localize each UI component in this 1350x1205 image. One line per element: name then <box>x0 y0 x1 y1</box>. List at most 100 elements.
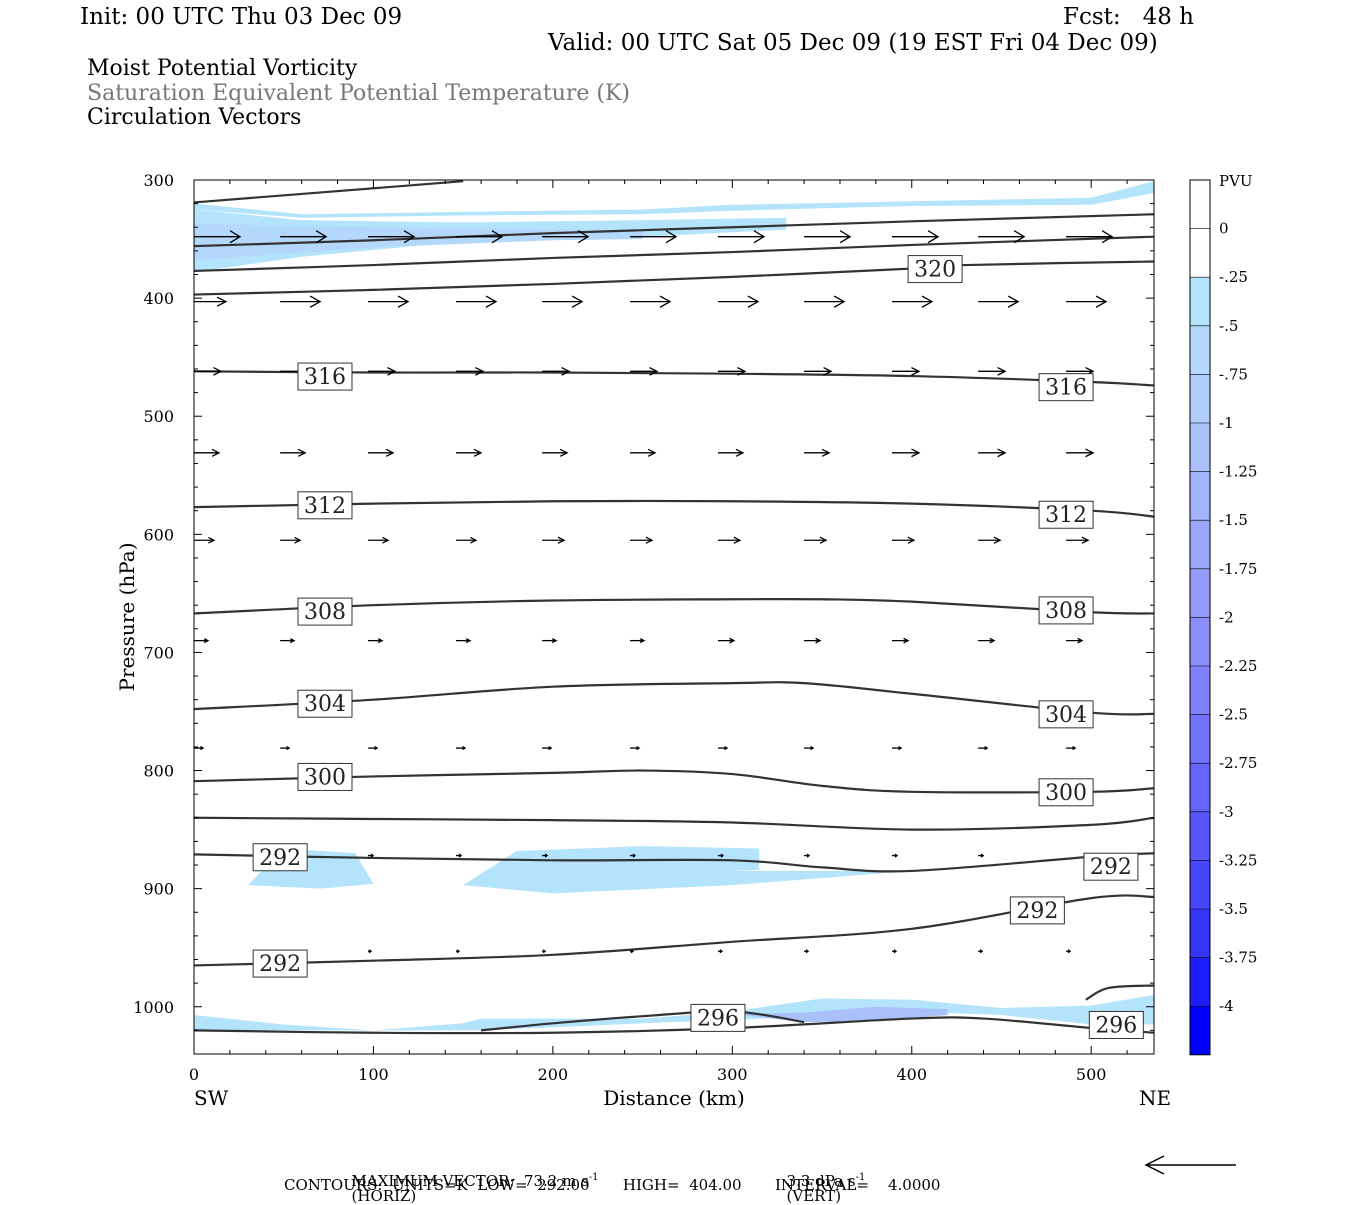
colorbar-cell-7 <box>1190 520 1210 569</box>
svg-text:292: 292 <box>259 952 301 977</box>
circulation-vector-5-7 <box>804 637 822 644</box>
field-title-theta-es: Saturation Equivalent Potential Temperat… <box>87 81 630 106</box>
contour-label-7: 304 <box>1038 700 1094 729</box>
circulation-vector-7-2 <box>542 853 549 858</box>
contour-label-1: 316 <box>1038 373 1094 402</box>
circulation-vector-8-3 <box>630 949 635 954</box>
x-tick-label-400: 400 <box>896 1065 927 1084</box>
circulation-vector-0-2 <box>368 230 416 244</box>
circulation-vector-4-1 <box>280 536 302 544</box>
x-tick-label-100: 100 <box>358 1065 389 1084</box>
theta-es-contour-7 <box>194 681 1154 716</box>
colorbar-label-7: -1.75 <box>1219 560 1257 578</box>
colorbar-label-2: -.5 <box>1219 317 1238 335</box>
y-tick-label-500: 500 <box>143 407 174 426</box>
max-vector-text: MAXIMUM VECTOR: 73.2 m s <box>351 1172 589 1190</box>
circulation-vector-5-1 <box>280 638 296 644</box>
svg-text:316: 316 <box>1045 376 1087 401</box>
pv-region-1 <box>194 209 787 273</box>
svg-text:292: 292 <box>259 846 301 871</box>
circulation-vector-0-9 <box>978 230 1026 244</box>
colorbar-label-1: -.25 <box>1219 268 1248 286</box>
vert-exponent: -1 <box>855 1172 866 1183</box>
circulation-vector-8-8 <box>1066 949 1072 954</box>
circulation-vector-5-10 <box>1066 637 1084 644</box>
circulation-vector-4-9 <box>978 536 1002 544</box>
colorbar-label-5: -1.25 <box>1219 463 1257 481</box>
svg-text:292: 292 <box>1016 899 1058 924</box>
colorbar-cell-15 <box>1190 909 1210 958</box>
circulation-vector-0-7 <box>804 230 852 244</box>
circulation-vector-8-1 <box>455 949 461 954</box>
pv-region-5 <box>194 994 1154 1031</box>
colorbar-unit: PVU <box>1219 172 1253 190</box>
circulation-vector-5-4 <box>542 638 558 644</box>
contour-label-5: 308 <box>1038 596 1094 625</box>
circulation-vector-7-1 <box>455 853 463 858</box>
colorbar-cell-13 <box>1190 811 1210 861</box>
circulation-vector-1-0 <box>194 296 228 307</box>
y-tick-label-700: 700 <box>143 643 174 662</box>
circulation-vector-8-5 <box>804 949 810 954</box>
circulation-vector-6-8 <box>892 746 903 751</box>
colorbar-label-10: -2.5 <box>1219 706 1248 724</box>
theta-es-contour-0 <box>194 180 464 204</box>
circulation-vector-0-4 <box>542 230 590 244</box>
circulation-vector-2-6 <box>717 366 747 376</box>
colorbar-label-3: -.75 <box>1219 365 1248 383</box>
colorbar-cell-17 <box>1190 1006 1210 1055</box>
circulation-vector-4-3 <box>455 536 478 544</box>
circulation-vector-8-6 <box>892 949 898 954</box>
plot-frame <box>193 179 1155 1055</box>
colorbar-cell-10 <box>1190 666 1210 715</box>
colorbar-cell-0 <box>1190 180 1210 229</box>
circulation-vector-3-5 <box>630 448 657 457</box>
svg-text:304: 304 <box>304 692 346 717</box>
y-axis-title: Pressure (hPa) <box>115 543 139 692</box>
colorbar-label-6: -1.5 <box>1219 511 1248 529</box>
circulation-vector-3-2 <box>368 448 395 457</box>
x-tick-label-300: 300 <box>717 1065 748 1084</box>
contour-label-9: 300 <box>1038 778 1094 807</box>
circulation-vector-3-0 <box>194 448 221 457</box>
circulation-vector-0-6 <box>717 230 766 244</box>
y-tick-label-300: 300 <box>143 171 174 190</box>
circulation-vector-1-8 <box>892 295 934 308</box>
circulation-vector-5-9 <box>978 637 996 644</box>
y-tick-label-900: 900 <box>143 880 174 899</box>
circulation-vector-8-7 <box>978 949 984 954</box>
colorbar-label-9: -2.25 <box>1219 657 1257 675</box>
circulation-vector-2-3 <box>455 366 485 376</box>
circulation-vector-6-3 <box>455 746 467 751</box>
circulation-vector-0-8 <box>892 230 940 244</box>
circulation-vector-6-1 <box>280 746 291 751</box>
colorbar-label-0: 0 <box>1219 220 1229 238</box>
colorbar-cell-12 <box>1190 763 1210 812</box>
circulation-vector-1-1 <box>280 295 322 308</box>
circulation-vector-6-2 <box>368 746 379 751</box>
contour-label-2: 312 <box>297 491 353 520</box>
theta-es-contour-14 <box>1085 984 1154 1001</box>
theta-es-contour-10 <box>194 852 1154 873</box>
colorbar-label-13: -3.25 <box>1219 851 1257 869</box>
circulation-vector-3-9 <box>978 448 1007 458</box>
svg-text:300: 300 <box>304 765 346 790</box>
x-tick-label-0: 0 <box>189 1065 199 1084</box>
circulation-vector-1-7 <box>804 295 846 308</box>
contour-label-4: 308 <box>297 597 353 626</box>
svg-text:292: 292 <box>1090 855 1132 880</box>
circulation-vector-6-7 <box>804 746 815 751</box>
svg-text:316: 316 <box>304 365 346 390</box>
circulation-vector-4-0 <box>194 536 216 544</box>
x-axis-title: Distance (km) <box>603 1086 745 1110</box>
contour-label-3: 312 <box>1038 500 1094 529</box>
field-title-mpv: Moist Potential Vorticity <box>87 56 358 81</box>
field-title-vectors: Circulation Vectors <box>87 105 302 130</box>
circulation-vector-0-3 <box>455 230 504 244</box>
contour-label-13: 292 <box>1009 896 1065 925</box>
x-tick-label-200: 200 <box>538 1065 569 1084</box>
circulation-vector-4-7 <box>804 536 828 544</box>
x-end-left-label: SW <box>194 1086 229 1110</box>
circulation-vector-4-6 <box>717 536 742 544</box>
circulation-vector-3-4 <box>542 448 569 457</box>
